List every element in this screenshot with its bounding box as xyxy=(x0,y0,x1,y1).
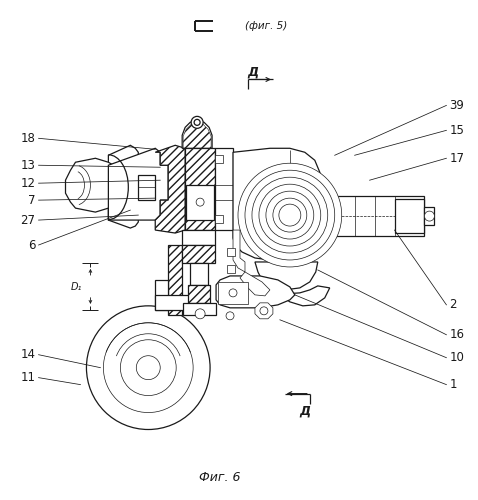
Bar xyxy=(218,282,248,304)
Text: 18: 18 xyxy=(21,132,35,145)
Bar xyxy=(185,148,215,230)
Bar xyxy=(394,199,424,233)
Polygon shape xyxy=(65,158,130,212)
Circle shape xyxy=(136,356,160,380)
Polygon shape xyxy=(255,262,318,290)
Bar xyxy=(188,285,210,303)
Polygon shape xyxy=(155,146,185,233)
Bar xyxy=(215,215,223,223)
Bar xyxy=(168,245,182,315)
Circle shape xyxy=(260,307,268,315)
Polygon shape xyxy=(216,276,295,308)
Circle shape xyxy=(194,120,200,126)
Text: 16: 16 xyxy=(449,328,465,342)
Text: 14: 14 xyxy=(21,348,35,361)
Bar xyxy=(227,265,235,273)
Text: D₁: D₁ xyxy=(71,282,83,292)
Text: (фиг. 5): (фиг. 5) xyxy=(245,20,287,30)
Text: 17: 17 xyxy=(449,152,465,165)
Bar xyxy=(138,175,155,200)
Circle shape xyxy=(226,312,234,320)
Polygon shape xyxy=(233,230,245,272)
Circle shape xyxy=(279,204,301,226)
Bar xyxy=(215,156,223,163)
Bar xyxy=(424,207,435,225)
Circle shape xyxy=(103,323,193,412)
Circle shape xyxy=(252,177,328,253)
Circle shape xyxy=(196,198,204,206)
Circle shape xyxy=(238,163,342,267)
Circle shape xyxy=(87,306,210,430)
Text: 2: 2 xyxy=(449,298,457,312)
Text: 39: 39 xyxy=(449,99,464,112)
Circle shape xyxy=(245,170,335,260)
Circle shape xyxy=(120,340,176,396)
Bar xyxy=(186,185,214,220)
Circle shape xyxy=(229,289,237,297)
Circle shape xyxy=(259,184,321,246)
Bar xyxy=(155,280,168,310)
Text: Д: Д xyxy=(299,405,310,418)
Text: 12: 12 xyxy=(21,176,35,190)
Polygon shape xyxy=(255,303,273,319)
Circle shape xyxy=(191,116,203,128)
Polygon shape xyxy=(233,148,323,260)
Bar xyxy=(182,230,215,245)
Polygon shape xyxy=(240,272,270,296)
Text: 7: 7 xyxy=(28,194,35,206)
Text: 13: 13 xyxy=(21,158,35,172)
Text: 15: 15 xyxy=(449,124,464,137)
Bar xyxy=(183,303,216,315)
Circle shape xyxy=(273,198,307,232)
Text: 1: 1 xyxy=(449,378,457,391)
Circle shape xyxy=(424,211,435,221)
Bar xyxy=(215,148,233,230)
Circle shape xyxy=(195,309,205,319)
Bar xyxy=(227,248,235,256)
Text: Фиг. 6: Фиг. 6 xyxy=(199,471,241,484)
Bar xyxy=(190,263,208,285)
Polygon shape xyxy=(109,148,168,220)
Text: 27: 27 xyxy=(21,214,35,226)
Bar xyxy=(182,245,215,263)
Bar xyxy=(155,295,205,310)
Polygon shape xyxy=(109,146,155,228)
Text: 6: 6 xyxy=(28,238,35,252)
Polygon shape xyxy=(270,285,330,306)
Circle shape xyxy=(266,191,314,239)
Polygon shape xyxy=(182,120,212,148)
Text: Д: Д xyxy=(248,66,259,79)
Bar xyxy=(323,196,424,236)
Text: 10: 10 xyxy=(449,351,464,364)
Text: 11: 11 xyxy=(21,371,35,384)
